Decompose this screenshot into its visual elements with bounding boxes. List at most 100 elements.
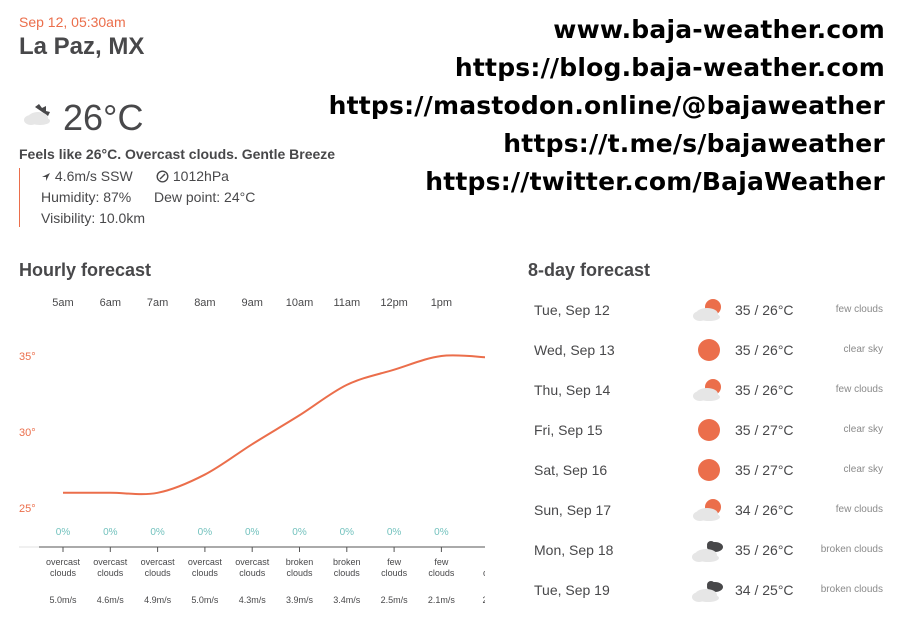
daily-description: broken clouds [820, 584, 883, 595]
precipitation-label: 0% [150, 527, 165, 538]
condition-label: clo [483, 568, 485, 578]
condition-label: overcast [141, 557, 176, 567]
daily-date: Wed, Sep 13 [534, 342, 615, 358]
daily-date: Sun, Sep 17 [534, 502, 612, 518]
daily-date: Tue, Sep 19 [534, 582, 610, 598]
y-tick-label: 35° [19, 351, 36, 363]
condition-label: clouds [428, 568, 455, 578]
daily-forecast-row[interactable]: Sat, Sep 16 35 / 27°C clear sky [528, 450, 888, 490]
broken-clouds-icon [692, 581, 723, 602]
precipitation-label: 0% [340, 527, 355, 538]
condition-label: clouds [192, 568, 219, 578]
wind-speed-label: 2.2 [482, 595, 485, 605]
wind-speed-label: 3.4m/s [333, 595, 361, 605]
pressure-detail: 1012hPa [156, 168, 229, 184]
daily-forecast-row[interactable]: Tue, Sep 19 34 / 25°C broken clouds [528, 570, 888, 610]
precipitation-label: 0% [103, 527, 118, 538]
condition-label: overcast [235, 557, 270, 567]
hourly-forecast-title: Hourly forecast [19, 260, 152, 280]
hour-label: 10am [286, 297, 314, 309]
temperature-line [62, 354, 485, 496]
condition-label: clouds [286, 568, 313, 578]
daily-description: broken clouds [820, 544, 883, 555]
daily-forecast-row[interactable]: Wed, Sep 13 35 / 26°C clear sky [528, 330, 888, 370]
condition-label: clouds [97, 568, 124, 578]
hour-label: 11am [333, 297, 360, 309]
link-website[interactable]: www.baja-weather.com [553, 15, 885, 44]
hour-label: 8am [194, 297, 215, 309]
sun-icon [698, 419, 720, 441]
wind-speed-label: 5.0m/s [49, 595, 77, 605]
daily-forecast-row[interactable]: Mon, Sep 18 35 / 26°C broken clouds [528, 530, 888, 570]
daily-description: few clouds [835, 504, 883, 515]
current-temperature: 26°C [63, 97, 144, 138]
wind-speed-label: 3.9m/s [286, 595, 314, 605]
weather-details: 4.6m/s SSW 1012hPa Humidity: 87% Dew poi… [19, 168, 255, 227]
wind-detail: 4.6m/s SSW [41, 168, 133, 184]
daily-date: Mon, Sep 18 [534, 542, 614, 558]
daily-forecast-row[interactable]: Fri, Sep 15 35 / 27°C clear sky [528, 410, 888, 450]
daily-date: Sat, Sep 16 [534, 462, 608, 478]
daily-forecast-row[interactable]: Tue, Sep 12 35 / 26°C few clouds [528, 290, 888, 330]
link-mastodon[interactable]: https://mastodon.online/@bajaweather [328, 91, 885, 120]
daily-temperature: 35 / 27°C [735, 422, 794, 438]
daily-temperature: 34 / 26°C [735, 502, 794, 518]
few-clouds-icon [693, 379, 721, 401]
y-tick-label: 30° [19, 427, 36, 439]
condition-label: clouds [239, 568, 266, 578]
condition-label: few [434, 557, 449, 567]
daily-description: few clouds [835, 304, 883, 315]
daily-description: few clouds [835, 384, 883, 395]
y-tick-label: 25° [19, 503, 36, 515]
precipitation-label: 0% [292, 527, 307, 538]
few-clouds-icon [693, 299, 721, 321]
daily-forecast-row[interactable]: Sun, Sep 17 34 / 26°C few clouds [528, 490, 888, 530]
daily-temperature: 35 / 26°C [735, 342, 794, 358]
daily-description: clear sky [843, 424, 883, 435]
partly-cloudy-night-icon [24, 104, 50, 125]
visibility-detail: Visibility: 10.0km [41, 210, 146, 226]
link-telegram[interactable]: https://t.me/s/bajaweather [503, 129, 885, 158]
condition-label: overcast [188, 557, 223, 567]
daily-temperature: 35 / 27°C [735, 462, 794, 478]
daily-temperature: 34 / 25°C [735, 582, 794, 598]
condition-label: clouds [145, 568, 172, 578]
current-datetime: Sep 12, 05:30am [19, 14, 126, 30]
sun-icon [698, 339, 720, 361]
hourly-forecast-panel[interactable]: 5am6am7am8am9am10am11am12pm1pm235°30°25°… [19, 286, 485, 606]
wind-speed-label: 4.6m/s [97, 595, 125, 605]
condition-label: clouds [50, 568, 77, 578]
wind-speed-label: 2.5m/s [381, 595, 409, 605]
precipitation-label: 0% [387, 527, 402, 538]
condition-label: clouds [334, 568, 361, 578]
daily-date: Fri, Sep 15 [534, 422, 603, 438]
hour-label: 6am [100, 297, 121, 309]
few-clouds-icon [693, 499, 721, 521]
precipitation-label: 0% [56, 527, 71, 538]
condition-label: overcast [46, 557, 81, 567]
precipitation-label: 0% [434, 527, 449, 538]
condition-label: overcast [93, 557, 128, 567]
hour-label: 9am [241, 297, 262, 309]
hour-label: 5am [52, 297, 73, 309]
condition-label: few [387, 557, 402, 567]
wind-direction-icon [42, 173, 50, 181]
link-twitter[interactable]: https://twitter.com/BajaWeather [425, 167, 885, 196]
wind-speed-label: 4.9m/s [144, 595, 172, 605]
precipitation-label: 0% [245, 527, 260, 538]
daily-temperature: 35 / 26°C [735, 542, 794, 558]
precipitation-label: 0% [198, 527, 213, 538]
daily-temperature: 35 / 26°C [735, 382, 794, 398]
sun-icon [698, 459, 720, 481]
condition-label: broken [286, 557, 314, 567]
hour-label: 12pm [380, 297, 408, 309]
daily-temperature: 35 / 26°C [735, 302, 794, 318]
daily-forecast-title: 8-day forecast [528, 260, 651, 280]
dew-point-detail: Dew point: 24°C [154, 189, 256, 205]
hour-label: 1pm [431, 297, 452, 309]
current-summary: Feels like 26°C. Overcast clouds. Gentle… [19, 146, 336, 162]
link-blog[interactable]: https://blog.baja-weather.com [454, 53, 885, 82]
daily-description: clear sky [843, 344, 883, 355]
daily-forecast-row[interactable]: Thu, Sep 14 35 / 26°C few clouds [528, 370, 888, 410]
daily-date: Thu, Sep 14 [534, 382, 611, 398]
